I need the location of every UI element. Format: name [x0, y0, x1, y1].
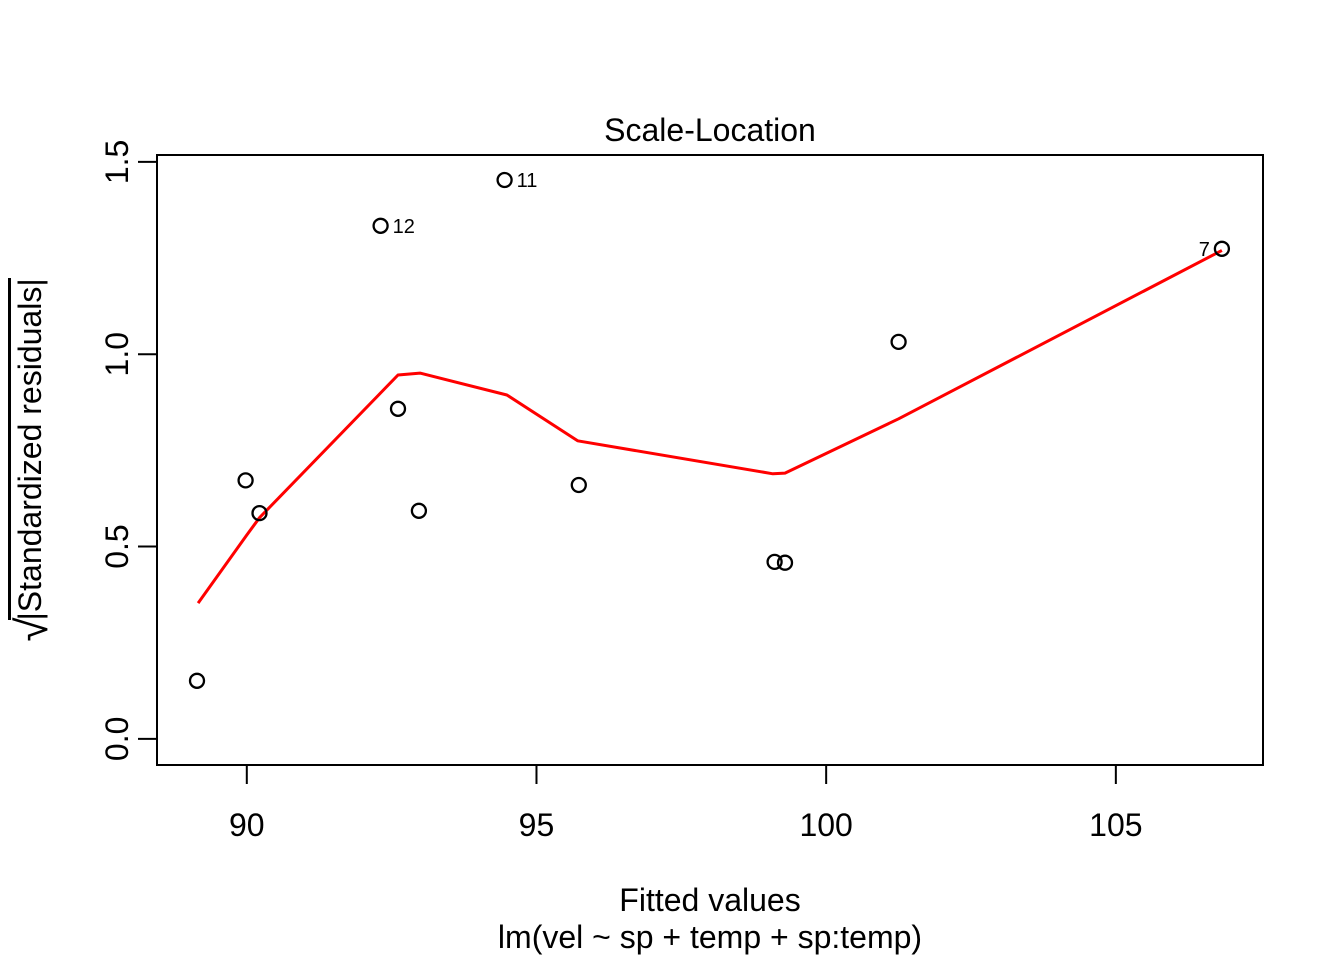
data-point	[188, 672, 206, 689]
data-point	[1213, 240, 1231, 257]
data-point	[570, 476, 587, 494]
x-axis-label: Fitted values	[619, 882, 800, 918]
plot-frame	[156, 154, 1264, 766]
point-id-label: 12	[393, 216, 415, 238]
plot-title: Scale-Location	[604, 112, 816, 148]
x-axis-tick-label: 100	[799, 807, 852, 843]
y-axis-tick-label: 1.0	[99, 332, 135, 376]
point-id-label: 11	[517, 170, 538, 192]
data-point	[410, 502, 428, 519]
y-axis-label-text: |Standardized residuals|	[8, 278, 48, 621]
data-point	[237, 472, 254, 489]
y-axis-tick-label: 0.0	[99, 717, 135, 761]
sqrt-radical-symbol: √	[8, 620, 57, 642]
x-axis-tick-label: 95	[519, 807, 555, 843]
y-axis-label: √|Standardized residuals|	[8, 160, 57, 760]
data-point	[372, 217, 389, 234]
model-sub-caption: lm(vel ~ sp + temp + sp:temp)	[498, 919, 922, 955]
point-id-label: 7	[1199, 239, 1210, 261]
data-point	[766, 553, 783, 571]
x-axis-tick-label: 90	[229, 807, 265, 843]
y-axis-tick-label: 1.5	[99, 140, 135, 184]
data-point	[251, 504, 268, 522]
data-point	[389, 400, 407, 417]
data-point	[496, 171, 513, 189]
data-point	[890, 333, 907, 351]
data-point	[776, 554, 794, 571]
x-axis-tick-label: 105	[1089, 807, 1142, 843]
loess-smooth-line	[196, 249, 1223, 604]
y-axis-tick-label: 0.5	[99, 524, 135, 568]
